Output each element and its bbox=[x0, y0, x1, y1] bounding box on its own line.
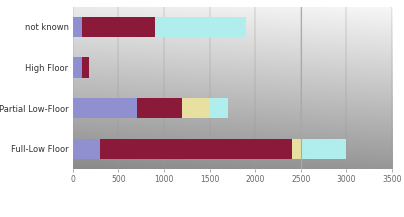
Bar bbox=[73, 17, 82, 37]
Bar bbox=[73, 139, 100, 159]
Bar bbox=[100, 139, 292, 159]
Bar bbox=[155, 17, 246, 37]
Bar bbox=[301, 139, 346, 159]
Bar bbox=[73, 57, 82, 78]
Bar bbox=[292, 139, 301, 159]
Bar bbox=[82, 57, 89, 78]
Bar bbox=[73, 98, 137, 118]
Bar bbox=[182, 98, 210, 118]
Bar bbox=[210, 98, 228, 118]
Bar bbox=[137, 98, 182, 118]
Bar bbox=[82, 17, 155, 37]
